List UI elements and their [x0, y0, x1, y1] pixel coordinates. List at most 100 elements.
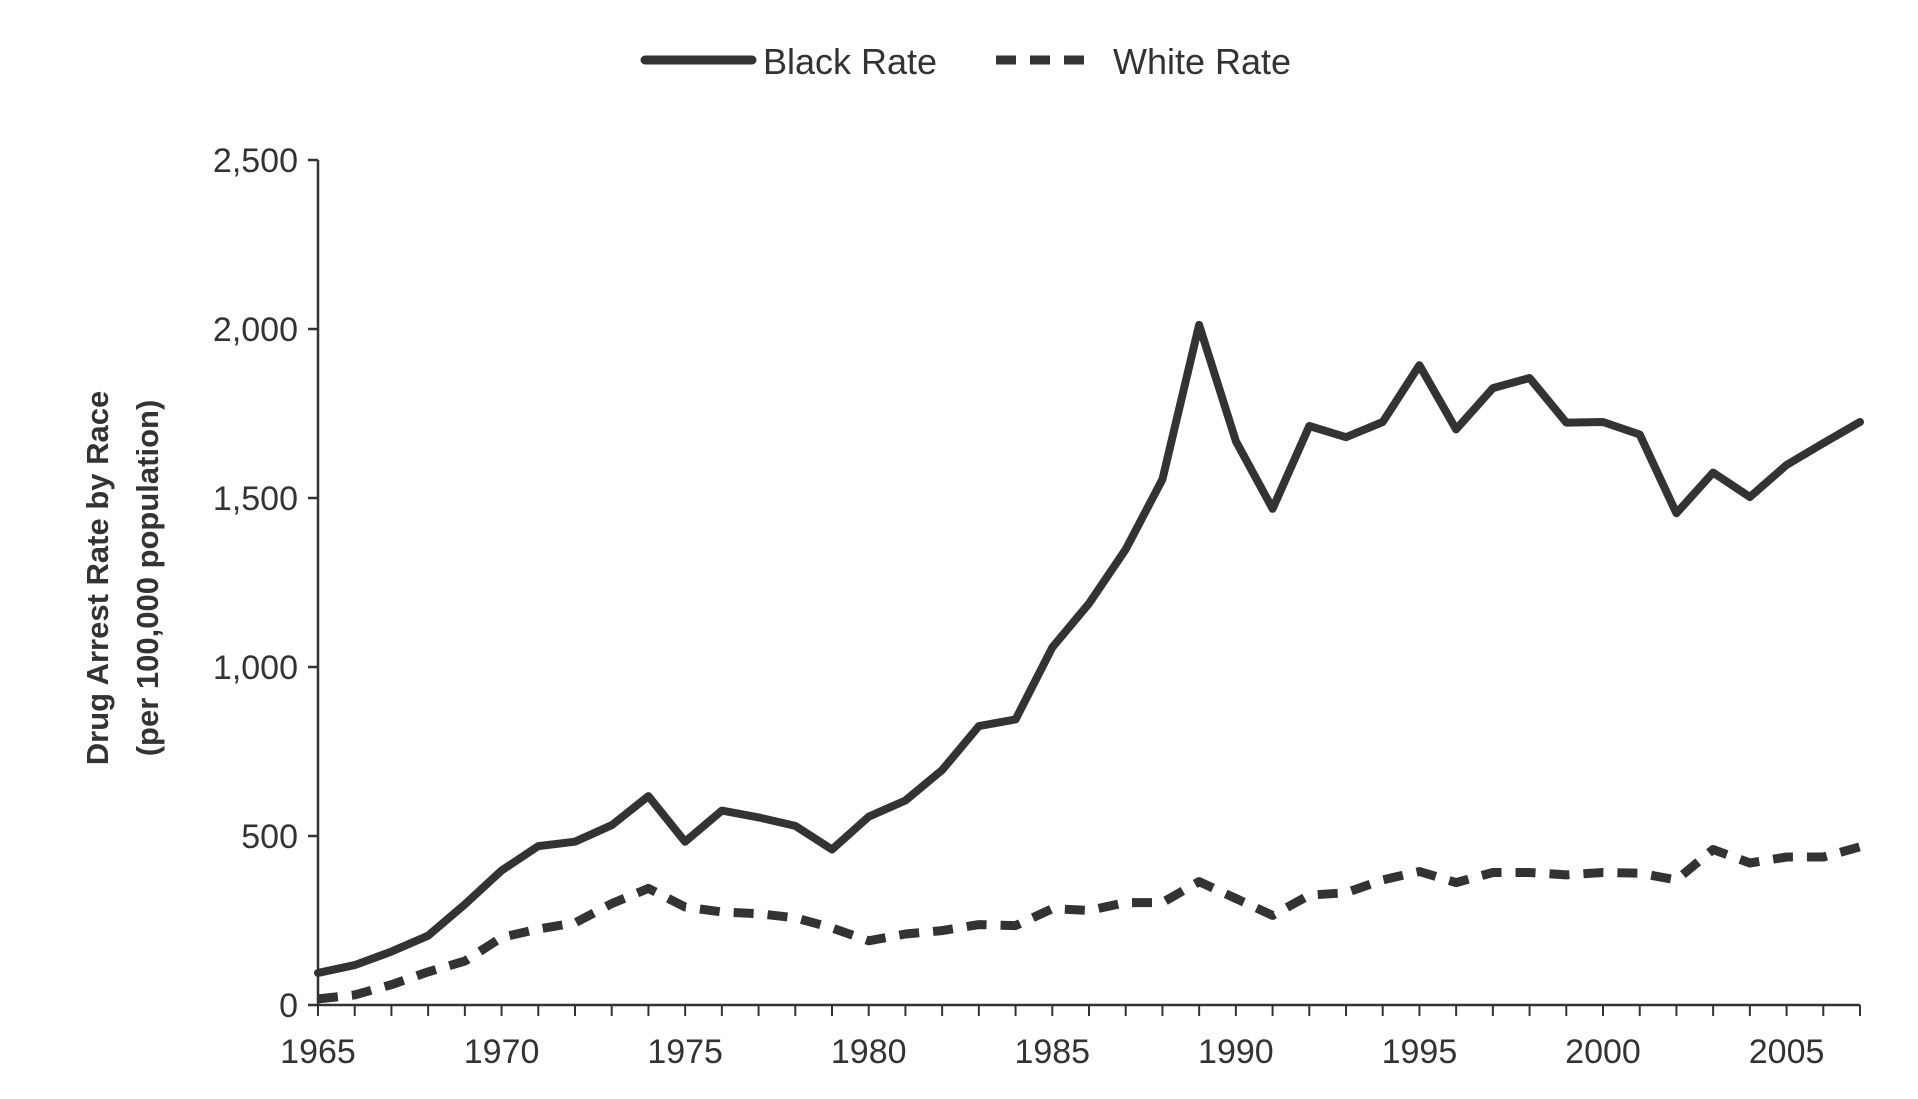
data-point-black-rate: [1710, 470, 1716, 476]
data-point-white-rate: [1049, 906, 1055, 912]
data-point-white-rate: [902, 931, 908, 937]
data-point-black-rate: [572, 839, 578, 845]
data-point-white-rate: [572, 920, 578, 926]
data-point-white-rate: [682, 904, 688, 910]
data-point-black-rate: [719, 808, 725, 814]
data-point-black-rate: [792, 823, 798, 829]
data-point-white-rate: [1710, 847, 1716, 853]
data-point-white-rate: [1270, 912, 1276, 918]
data-point-black-rate: [1820, 440, 1826, 446]
data-point-white-rate: [1086, 907, 1092, 913]
data-point-black-rate: [462, 901, 468, 907]
data-point-white-rate: [719, 909, 725, 915]
data-point-black-rate: [1527, 375, 1533, 381]
data-point-white-rate: [1784, 854, 1790, 860]
data-point-black-rate: [1086, 601, 1092, 607]
x-tick-label: 1965: [280, 1033, 356, 1071]
data-point-white-rate: [352, 992, 358, 998]
data-point-black-rate: [1159, 476, 1165, 482]
data-point-black-rate: [902, 798, 908, 804]
data-point-white-rate: [425, 969, 431, 975]
data-point-black-rate: [1637, 432, 1643, 438]
data-point-black-rate: [1013, 716, 1019, 722]
data-point-black-rate: [1380, 419, 1386, 425]
data-point-white-rate: [1673, 877, 1679, 883]
data-point-white-rate: [315, 996, 321, 1002]
data-point-black-rate: [645, 793, 651, 799]
data-point-black-rate: [388, 949, 394, 955]
legend-label-black-rate: Black Rate: [763, 41, 937, 82]
x-tick-label: 1995: [1382, 1033, 1458, 1071]
data-point-white-rate: [756, 911, 762, 917]
x-tick-label: 1985: [1014, 1033, 1090, 1071]
data-point-black-rate: [682, 839, 688, 845]
data-point-black-rate: [756, 814, 762, 820]
data-point-white-rate: [829, 925, 835, 931]
y-axis-title: Drug Arrest Rate by Race (per 100,000 po…: [80, 391, 165, 765]
y-tick-label: 1,500: [213, 480, 298, 518]
axes: 0 500 1,000 1,500 2,000 2,500 1965 1970 1975 1980…: [213, 142, 1861, 1071]
data-point-white-rate: [388, 982, 394, 988]
data-point-black-rate: [1196, 322, 1202, 328]
data-point-white-rate: [1380, 877, 1386, 883]
y-tick-label: 0: [279, 987, 298, 1025]
data-point-white-rate: [1637, 870, 1643, 876]
data-point-white-rate: [939, 928, 945, 934]
data-point-black-rate: [1600, 419, 1606, 425]
data-point-white-rate: [1820, 854, 1826, 860]
data-point-white-rate: [1123, 900, 1129, 906]
x-tick-label: 1990: [1198, 1033, 1274, 1071]
data-point-white-rate: [499, 934, 505, 940]
x-tick-label: 1980: [831, 1033, 907, 1071]
data-point-black-rate: [315, 970, 321, 976]
data-point-white-rate: [1747, 860, 1753, 866]
data-point-white-rate: [1600, 870, 1606, 876]
data-point-white-rate: [1563, 872, 1569, 878]
data-point-black-rate: [1563, 420, 1569, 426]
y-axis-title-line-1: Drug Arrest Rate by Race: [80, 391, 115, 765]
data-point-white-rate: [866, 938, 872, 944]
data-point-black-rate: [1343, 434, 1349, 440]
data-point-black-rate: [535, 843, 541, 849]
data-point-white-rate: [1013, 923, 1019, 929]
x-tick-label: 2005: [1749, 1033, 1825, 1071]
data-point-white-rate: [1233, 896, 1239, 902]
data-point-black-rate: [1306, 423, 1312, 429]
data-point-black-rate: [425, 933, 431, 939]
data-point-white-rate: [462, 958, 468, 964]
data-point-black-rate: [352, 962, 358, 968]
data-point-black-rate: [829, 847, 835, 853]
x-tick-label: 2000: [1565, 1033, 1641, 1071]
y-tick-label: 2,500: [213, 142, 298, 180]
data-point-black-rate: [1270, 506, 1276, 512]
data-point-white-rate: [645, 885, 651, 891]
data-point-black-rate: [1784, 462, 1790, 468]
x-tick-label: 1975: [647, 1033, 723, 1071]
series-line-black-rate: [314, 320, 1864, 977]
x-tick-label: 1970: [464, 1033, 540, 1071]
data-point-black-rate: [866, 814, 872, 820]
data-point-white-rate: [976, 922, 982, 928]
data-point-black-rate: [1857, 419, 1863, 425]
data-point-white-rate: [1416, 869, 1422, 875]
data-point-black-rate: [1233, 438, 1239, 444]
data-point-black-rate: [609, 822, 615, 828]
data-point-black-rate: [1453, 426, 1459, 432]
series-line-white-rate: [317, 842, 1862, 1004]
data-point-white-rate: [1196, 879, 1202, 885]
data-point-white-rate: [1857, 844, 1863, 850]
data-point-black-rate: [1049, 644, 1055, 650]
data-point-white-rate: [1490, 870, 1496, 876]
data-point-black-rate: [976, 723, 982, 729]
data-point-black-rate: [1673, 510, 1679, 516]
data-point-black-rate: [1416, 362, 1422, 368]
data-point-white-rate: [535, 926, 541, 932]
legend-label-white-rate: White Rate: [1113, 41, 1291, 82]
data-point-black-rate: [499, 868, 505, 874]
data-point-white-rate: [792, 915, 798, 921]
data-point-black-rate: [1747, 494, 1753, 500]
legend: Black Rate White Rate: [640, 41, 1291, 82]
y-tick-label: 1,000: [213, 649, 298, 687]
